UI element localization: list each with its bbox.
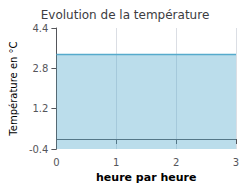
svg-text:Température en °C: Température en °C xyxy=(8,41,19,136)
svg-text:4.4: 4.4 xyxy=(33,23,49,34)
svg-text:2.8: 2.8 xyxy=(33,63,49,74)
svg-text:2: 2 xyxy=(173,157,179,168)
svg-text:heure par heure: heure par heure xyxy=(96,171,196,184)
svg-text:1.2: 1.2 xyxy=(33,103,49,114)
svg-text:1: 1 xyxy=(113,157,119,168)
svg-text:Evolution de la température: Evolution de la température xyxy=(41,8,210,22)
svg-text:-0.4: -0.4 xyxy=(29,144,49,155)
svg-text:3: 3 xyxy=(233,157,239,168)
svg-text:0: 0 xyxy=(53,157,59,168)
